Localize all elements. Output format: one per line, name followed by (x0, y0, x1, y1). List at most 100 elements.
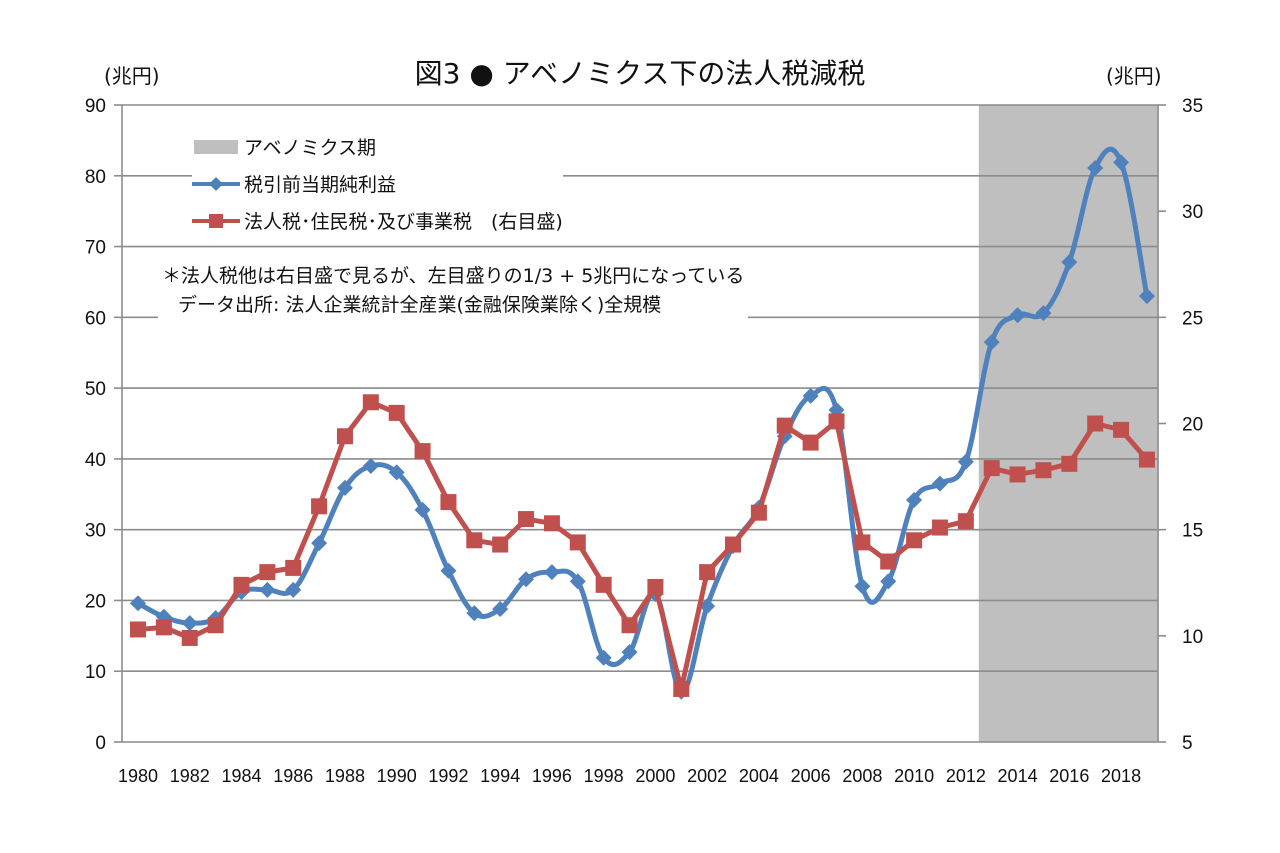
data-point-square (750, 504, 767, 521)
data-point-diamond (1035, 305, 1052, 322)
data-point-diamond (880, 573, 897, 590)
data-point-square (207, 617, 224, 634)
x-axis-tick-label: 2014 (998, 766, 1038, 786)
data-point-diamond (699, 598, 716, 615)
data-point-square (492, 536, 509, 553)
legend: アベノミクス期 税引前当期純利益 法人税･住民税･及び事業税 (右目盛) (192, 128, 563, 239)
data-point-square (414, 443, 431, 460)
data-point-diamond (492, 600, 509, 617)
x-axis-tick-label: 1984 (221, 766, 261, 786)
annotation-scale-note: ＊法人税他は右目盛で見るが、左目盛りの1/3 + 5兆円になっている (162, 265, 745, 287)
data-point-square (388, 404, 405, 421)
right-axis-tick-label: 15 (1182, 521, 1203, 542)
left-axis-tick-label: 20 (85, 591, 106, 612)
right-axis-tick-label: 30 (1182, 202, 1203, 223)
annotation-box: ＊法人税他は右目盛で見るが、左目盛りの1/3 + 5兆円になっている データ出所… (158, 262, 749, 320)
x-axis-tick-label: 1992 (428, 766, 468, 786)
right-axis-tick-label: 20 (1182, 415, 1203, 436)
x-axis-tick-label: 1996 (532, 766, 572, 786)
diamond-line-marker-icon (192, 174, 240, 194)
data-point-diamond (1138, 288, 1155, 305)
data-point-square (362, 394, 379, 411)
data-point-diamond (336, 479, 353, 496)
data-point-diamond (569, 573, 586, 590)
right-axis-tick-label: 10 (1182, 627, 1203, 648)
data-point-square (543, 515, 560, 532)
data-point-square (776, 417, 793, 434)
data-point-diamond (259, 581, 276, 598)
data-point-diamond (595, 649, 612, 666)
left-axis-tick-label: 60 (85, 308, 106, 329)
legend-item-profit: 税引前当期純利益 (192, 165, 563, 202)
left-axis-tick-label: 50 (85, 379, 106, 400)
series-line (137, 399, 1149, 692)
data-point-square (336, 428, 353, 445)
data-point-square (725, 536, 742, 553)
x-axis-tick-label: 1990 (377, 766, 417, 786)
data-point-square (259, 564, 276, 581)
data-point-square (595, 576, 612, 593)
right-axis-tick-label: 35 (1182, 96, 1203, 117)
data-point-square (931, 519, 948, 536)
data-point-diamond (1113, 154, 1130, 171)
x-axis-tick-label: 1980 (118, 766, 158, 786)
data-point-square (983, 460, 1000, 477)
data-point-diamond (1087, 159, 1104, 176)
data-point-diamond (931, 475, 948, 492)
data-point-square (285, 559, 302, 576)
data-point-diamond (621, 644, 638, 661)
data-point-diamond (414, 501, 431, 518)
x-axis-tick-label: 2010 (894, 766, 934, 786)
data-point-square (518, 511, 535, 528)
x-axis-tick-label: 1982 (170, 766, 210, 786)
left-axis-tick-label: 40 (85, 450, 106, 471)
x-axis-tick-label: 2012 (946, 766, 986, 786)
data-point-square (155, 619, 172, 636)
data-point-square (1009, 466, 1026, 483)
data-point-square (621, 617, 638, 634)
left-axis-tick-label: 80 (85, 167, 106, 188)
x-axis-tick-label: 2018 (1101, 766, 1141, 786)
data-point-square (673, 680, 690, 697)
data-point-diamond (518, 571, 535, 588)
x-axis-tick-label: 2008 (842, 766, 882, 786)
series-corporate-tax (130, 394, 1155, 697)
x-axis-tick-label: 2000 (635, 766, 675, 786)
data-point-square (1087, 415, 1104, 432)
chart-title: 図3 ● アベノミクス下の法人税減税 (414, 57, 866, 90)
data-point-diamond (1061, 254, 1078, 271)
data-point-square (233, 576, 250, 593)
left-axis-tick-label: 70 (85, 238, 106, 259)
left-axis-unit-label: (兆円) (104, 64, 160, 88)
data-point-diamond (440, 562, 457, 579)
data-point-square (466, 532, 483, 549)
data-point-square (1138, 451, 1155, 468)
right-axis-unit-label: (兆円) (1106, 64, 1162, 88)
data-point-diamond (362, 457, 379, 474)
left-axis-tick-label: 10 (85, 662, 106, 683)
x-axis-tick-label: 2006 (791, 766, 831, 786)
x-axis-tick-label: 1994 (480, 766, 520, 786)
x-axis-tick-label: 2004 (739, 766, 779, 786)
data-point-square (699, 564, 716, 581)
data-point-diamond (130, 595, 146, 612)
data-point-diamond (854, 578, 871, 595)
data-point-diamond (543, 564, 560, 581)
shaded-swatch-icon (192, 137, 240, 157)
square-line-marker-icon (192, 211, 240, 231)
data-point-square (130, 621, 146, 638)
data-point-square (854, 534, 871, 551)
right-axis-tick-label: 25 (1182, 308, 1203, 329)
data-point-square (880, 553, 897, 570)
data-point-square (802, 434, 819, 451)
data-point-square (1061, 455, 1078, 472)
data-point-square (828, 413, 845, 430)
x-axis-tick-label: 2016 (1049, 766, 1089, 786)
data-point-square (647, 578, 664, 595)
data-point-square (440, 494, 457, 511)
x-axis-tick-label: 1998 (584, 766, 624, 786)
legend-item-abenomics: アベノミクス期 (192, 128, 563, 165)
data-point-diamond (802, 387, 819, 404)
left-axis-tick-label: 30 (85, 521, 106, 542)
